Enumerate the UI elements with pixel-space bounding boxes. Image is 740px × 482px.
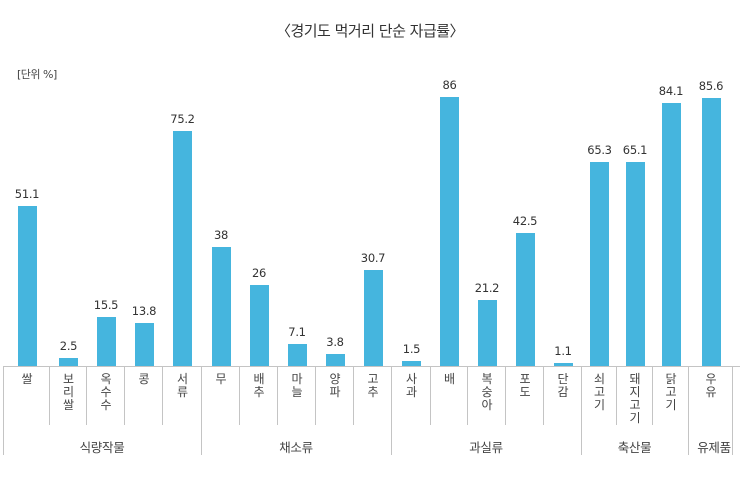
bar — [59, 358, 78, 366]
category-label: 돼지고기 — [629, 372, 641, 425]
category-divider — [49, 366, 50, 425]
category-divider — [505, 366, 506, 425]
value-label: 1.1 — [554, 343, 572, 358]
category-label: 단감 — [557, 372, 569, 399]
bar — [477, 299, 497, 366]
category-divider — [86, 366, 87, 425]
bar — [325, 354, 345, 366]
category-label: 배추 — [253, 372, 265, 399]
value-label: 38 — [213, 228, 229, 243]
category-divider — [124, 366, 125, 425]
bar — [134, 322, 154, 366]
value-label: 21.2 — [474, 280, 500, 295]
category-divider — [277, 366, 278, 425]
group-divider — [3, 366, 4, 455]
value-label: 65.3 — [587, 142, 612, 157]
category-label: 무 — [215, 372, 227, 386]
group-label: 과실류 — [469, 440, 503, 455]
category-divider — [616, 366, 617, 425]
bar — [363, 269, 383, 366]
bar — [17, 206, 37, 366]
unit-label: [단위 %] — [17, 68, 57, 81]
group-divider — [581, 366, 582, 455]
bar — [96, 317, 116, 366]
group-label: 유제품 — [697, 440, 731, 455]
group-divider — [688, 366, 689, 455]
category-label: 닭고기 — [665, 372, 677, 412]
category-label: 콩 — [138, 372, 150, 386]
value-label: 84.1 — [658, 83, 684, 98]
bar — [249, 284, 269, 366]
value-label: 30.7 — [360, 250, 386, 265]
category-divider — [430, 366, 431, 425]
category-divider — [315, 366, 316, 425]
group-label: 축산물 — [617, 440, 652, 455]
value-label: 7.1 — [288, 324, 306, 339]
value-label: 42.5 — [512, 213, 538, 228]
bar — [701, 98, 721, 366]
bar — [173, 130, 192, 366]
value-label: 15.5 — [93, 298, 119, 313]
category-label: 고추 — [367, 372, 379, 399]
category-label: 포도 — [519, 372, 531, 399]
value-label: 26 — [251, 265, 267, 280]
category-divider — [162, 366, 163, 425]
value-label: 85.6 — [698, 79, 724, 94]
value-label: 65.1 — [622, 143, 648, 158]
category-label: 사과 — [405, 372, 418, 399]
category-label: 우유 — [705, 372, 717, 399]
category-label: 복숭아 — [481, 372, 493, 412]
group-label: 식량작물 — [79, 440, 125, 455]
value-label: 3.8 — [326, 335, 344, 350]
bar — [211, 247, 231, 366]
bar — [661, 102, 681, 366]
category-divider — [239, 366, 240, 425]
group-divider — [732, 366, 733, 455]
x-axis-line — [3, 366, 740, 367]
category-divider — [652, 366, 653, 425]
category-label: 마늘 — [291, 372, 303, 399]
chart-title: 〈경기도 먹거리 단순 자급률〉 — [275, 22, 465, 40]
bar — [590, 161, 609, 366]
bar — [553, 362, 573, 366]
category-label: 쇠고기 — [593, 372, 606, 412]
group-divider — [391, 366, 392, 455]
category-label: 옥수수 — [100, 372, 112, 412]
bar — [515, 232, 535, 366]
bar — [625, 162, 645, 366]
group-label: 채소류 — [279, 440, 313, 455]
category-label: 서류 — [176, 372, 189, 399]
category-label: 양파 — [329, 372, 341, 399]
value-label: 86 — [442, 77, 457, 92]
value-label: 51.1 — [14, 187, 40, 202]
category-label: 배 — [443, 372, 456, 386]
value-label: 2.5 — [59, 339, 78, 354]
bar — [402, 361, 421, 366]
bar — [440, 96, 459, 366]
category-label: 쌀 — [21, 372, 33, 386]
category-divider — [543, 366, 544, 425]
group-divider — [201, 366, 202, 455]
value-label: 13.8 — [131, 303, 157, 318]
category-divider — [467, 366, 468, 425]
bar — [287, 343, 307, 366]
value-label: 75.2 — [170, 111, 195, 126]
category-divider — [353, 366, 354, 425]
category-label: 보리쌀 — [62, 372, 75, 412]
value-label: 1.5 — [402, 342, 421, 357]
